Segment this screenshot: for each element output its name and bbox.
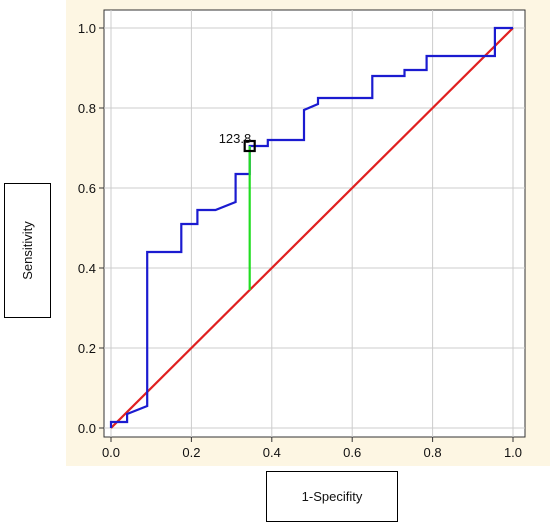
- y-axis-label-box: Sensitivity: [4, 183, 51, 318]
- grid-lines: [104, 10, 525, 437]
- y-axis-label: Sensitivity: [20, 221, 35, 280]
- roc-curve: [109, 26, 513, 428]
- reference-diagonal-line: [110, 27, 514, 429]
- x-axis-label-box: 1-Specifity: [266, 471, 398, 522]
- cutoff-marker: [243, 139, 256, 153]
- annotation-layer: 123.8: [219, 131, 256, 290]
- x-tick-label: 1.0: [504, 445, 522, 460]
- x-tick-label: 0.4: [263, 445, 281, 460]
- cutoff-label: 123.8: [219, 131, 252, 146]
- x-tick-label: 0.0: [102, 445, 120, 460]
- ticks-layer: 0.0 0.2 0.4 0.6 0.8 1.0 0.0 0.2 0.4 0.6 0.8 1.0: [78, 21, 522, 460]
- y-tick-label: 0.4: [78, 261, 96, 276]
- x-tick-label: 0.8: [424, 445, 442, 460]
- series-layer: [109, 26, 514, 429]
- x-tick-label: 0.6: [343, 445, 361, 460]
- y-tick-label: 1.0: [78, 21, 96, 36]
- y-tick-label: 0.8: [78, 101, 96, 116]
- y-tick-label: 0.6: [78, 181, 96, 196]
- y-tick-label: 0.2: [78, 341, 96, 356]
- y-tick-label: 0.0: [78, 421, 96, 436]
- x-tick-label: 0.2: [182, 445, 200, 460]
- x-axis-label: 1-Specifity: [301, 489, 363, 504]
